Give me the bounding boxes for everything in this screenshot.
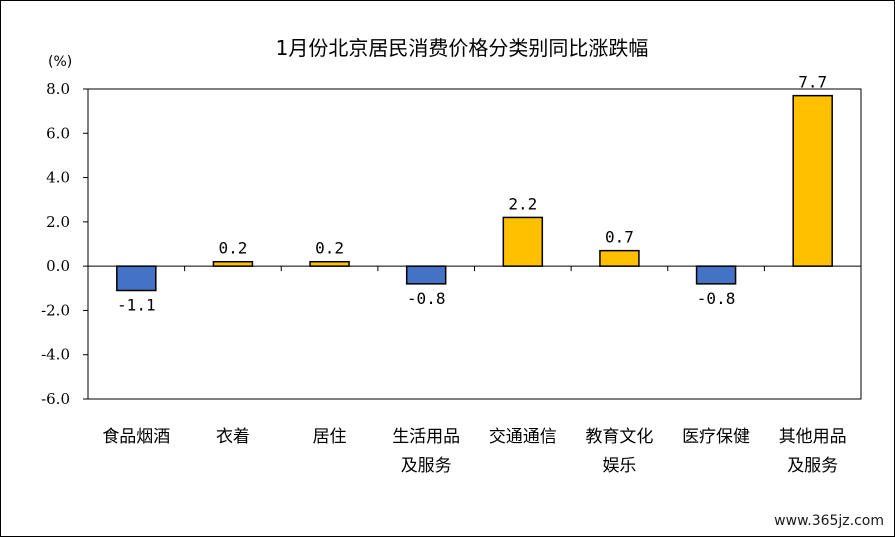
data-label: 7.7 (798, 73, 827, 92)
y-tick-label: 4.0 (46, 169, 70, 187)
data-label: -0.8 (407, 289, 446, 308)
category-label: 医疗保健 (682, 427, 750, 447)
category-label: 及服务 (787, 456, 838, 476)
data-label: 0.7 (605, 228, 634, 247)
data-label: 2.2 (508, 194, 537, 213)
y-tick-label: 0.0 (46, 257, 70, 275)
bar (309, 260, 350, 267)
y-tick-label: -6.0 (41, 390, 70, 408)
y-tick-label: -4.0 (41, 346, 70, 364)
watermark: www.365jz.com (774, 513, 884, 529)
category-label: 居住 (313, 427, 347, 447)
bar (502, 216, 544, 267)
bar (212, 260, 254, 267)
y-tick-label: 2.0 (46, 213, 70, 231)
data-label: -1.1 (117, 296, 156, 315)
bar (792, 94, 833, 267)
category-label: 食品烟酒 (102, 427, 170, 447)
y-tick-label: 8.0 (46, 80, 70, 98)
y-unit-label: (%) (48, 54, 72, 70)
bar (116, 265, 157, 292)
bar (599, 249, 640, 267)
category-label: 其他用品 (779, 427, 847, 447)
category-label: 娱乐 (602, 456, 636, 476)
category-label: 生活用品 (392, 427, 460, 447)
category-label: 交通通信 (489, 427, 557, 447)
data-label: 0.2 (218, 239, 247, 258)
data-label: -0.8 (697, 289, 736, 308)
y-tick-label: -2.0 (41, 301, 70, 319)
bar (405, 265, 447, 285)
plot-area (87, 88, 862, 400)
bar (695, 265, 737, 285)
y-tick-label: 6.0 (46, 124, 70, 142)
category-label: 教育文化 (585, 427, 653, 447)
category-label: 及服务 (401, 456, 452, 476)
chart-title: 1月份北京居民消费价格分类别同比涨跌幅 (276, 36, 649, 60)
data-label: 0.2 (315, 239, 344, 258)
category-label: 衣着 (216, 427, 250, 447)
